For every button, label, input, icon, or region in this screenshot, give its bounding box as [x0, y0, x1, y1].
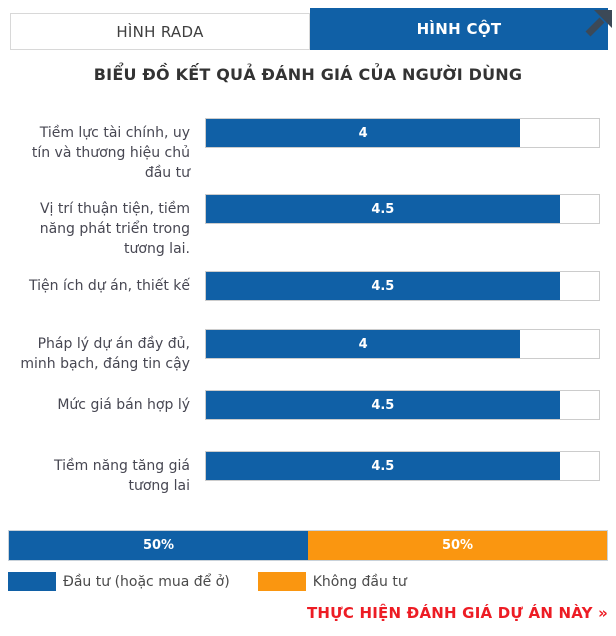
rating-bar-track: 4.5 — [205, 390, 600, 420]
rating-category-label: Tiềm lực tài chính, uy tín và thương hiệ… — [31, 125, 190, 181]
rating-row: Tiềm lực tài chính, uy tín và thương hiệ… — [10, 118, 616, 183]
vote-segment-percent: 50% — [441, 538, 474, 553]
rating-value: 4 — [358, 125, 368, 141]
tab-radar-chart[interactable]: HÌNH RADA — [10, 13, 310, 50]
rating-category-label: Vị trí thuận tiện, tiềm năng phát triển … — [39, 201, 190, 257]
rating-bar-fill: 4 — [206, 119, 521, 147]
rating-row: Tiềm năng tăng giá tương lai 4.5 — [10, 451, 616, 496]
rating-value: 4.5 — [371, 397, 395, 413]
rating-value: 4 — [358, 336, 368, 352]
chart-title: BIỂU ĐỒ KẾT QUẢ ĐÁNH GIÁ CỦA NGƯỜI DÙNG — [93, 65, 523, 84]
legend-item-no-invest: Không đầu tư — [257, 572, 407, 591]
legend-label: Không đầu tư — [312, 573, 407, 590]
rating-value: 4.5 — [371, 278, 395, 294]
rating-bar-fill: 4.5 — [206, 391, 560, 419]
rating-row: Vị trí thuận tiện, tiềm năng phát triển … — [10, 194, 616, 259]
rating-bar-track: 4.5 — [205, 451, 600, 481]
legend-swatch-orange — [257, 572, 306, 591]
rating-category-label: Tiềm năng tăng giá tương lai — [53, 458, 190, 494]
rating-bar-track: 4.5 — [205, 271, 600, 301]
rating-category-label: Tiện ích dự án, thiết kế — [29, 278, 190, 294]
rating-bar-fill: 4 — [206, 330, 521, 358]
rating-row: Mức giá bán hợp lý 4.5 — [10, 390, 616, 420]
rating-value: 4.5 — [371, 458, 395, 474]
vote-split-bar: 50% 50% — [8, 530, 608, 561]
expand-diagonal-arrow-icon[interactable] — [582, 8, 612, 38]
legend-swatch-blue — [8, 572, 56, 591]
rating-value: 4.5 — [371, 201, 395, 217]
rating-bar-track: 4 — [205, 329, 600, 359]
rating-bar-track: 4.5 — [205, 194, 600, 224]
rating-category-label: Pháp lý dự án đầy đủ, minh bạch, đáng ti… — [20, 336, 190, 372]
rating-row: Tiện ích dự án, thiết kế 4.5 — [10, 271, 616, 301]
tab-column-chart[interactable]: HÌNH CỘT — [310, 8, 608, 50]
rating-bar-fill: 4.5 — [206, 195, 560, 223]
legend: Đầu tư (hoặc mua để ở) Không đầu tư — [8, 572, 616, 591]
rating-row: Pháp lý dự án đầy đủ, minh bạch, đáng ti… — [10, 329, 616, 374]
rating-bar-track: 4 — [205, 118, 600, 148]
rating-bar-fill: 4.5 — [206, 452, 560, 480]
rating-category-label: Mức giá bán hợp lý — [57, 397, 190, 413]
rating-bar-fill: 4.5 — [206, 272, 560, 300]
vote-segment-percent: 50% — [142, 538, 175, 553]
rating-bars-chart: Tiềm lực tài chính, uy tín và thương hiệ… — [10, 118, 616, 496]
vote-segment-invest: 50% — [9, 531, 308, 560]
evaluate-project-link[interactable]: THỰC HIỆN ĐÁNH GIÁ DỰ ÁN NÀY » — [306, 604, 608, 622]
footer: THỰC HIỆN ĐÁNH GIÁ DỰ ÁN NÀY » — [0, 603, 616, 622]
legend-item-invest: Đầu tư (hoặc mua để ở) — [8, 572, 230, 591]
vote-segment-no-invest: 50% — [308, 531, 607, 560]
chart-type-tabbar: HÌNH RADA HÌNH CỘT — [10, 8, 612, 50]
legend-label: Đầu tư (hoặc mua để ở) — [63, 573, 230, 590]
